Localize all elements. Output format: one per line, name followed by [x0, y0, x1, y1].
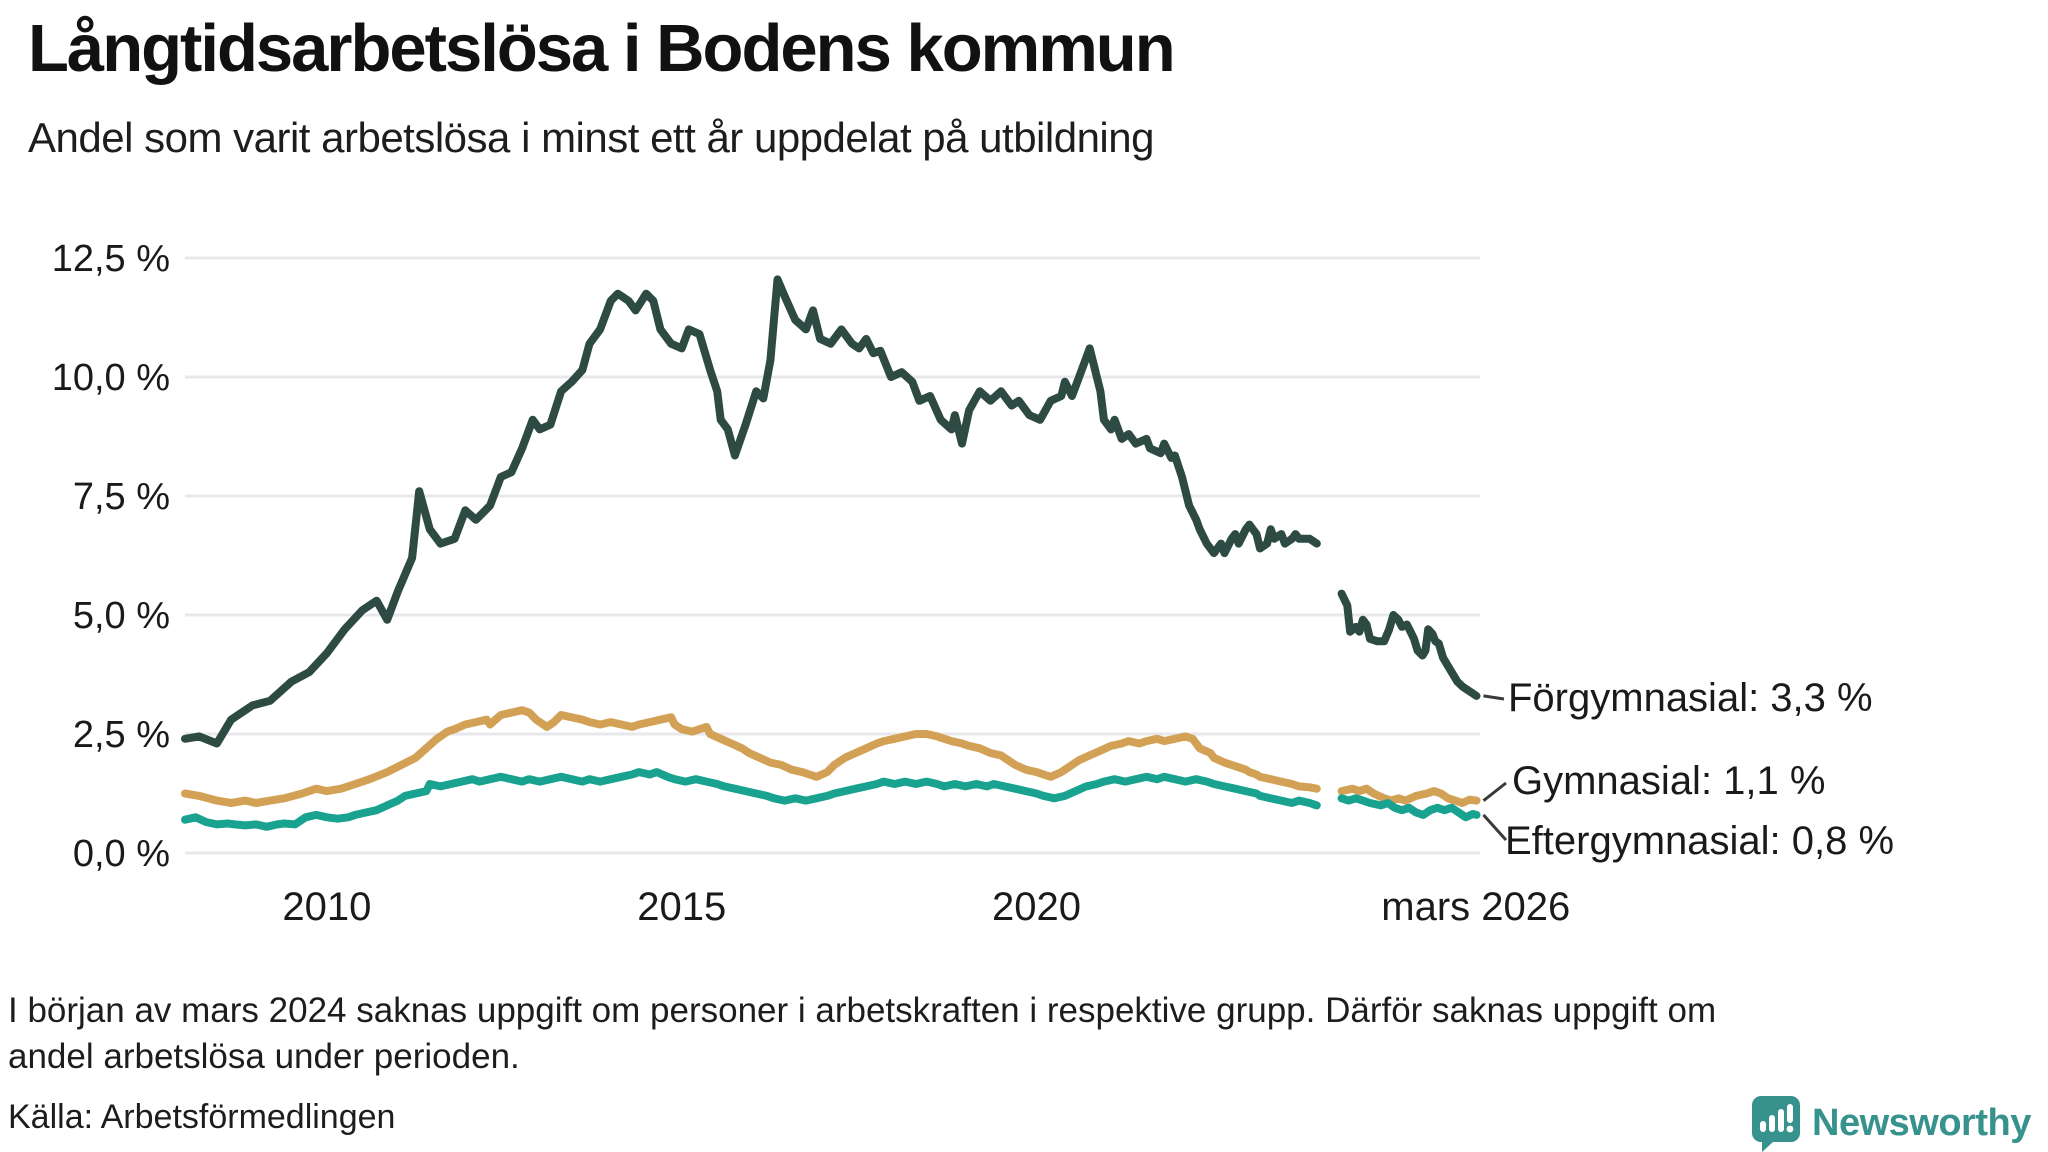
- newsworthy-speech-bubble-icon: [1752, 1096, 1800, 1152]
- x-axis-tick-label: 2020: [992, 885, 1081, 929]
- page-title: Långtidsarbetslösa i Bodens kommun: [28, 11, 1176, 86]
- bar-medium: [1769, 1115, 1775, 1132]
- y-axis-tick-label: 2,5 %: [73, 714, 170, 756]
- y-axis-tick-label: 5,0 %: [73, 595, 170, 637]
- exclamation-bar: [1787, 1104, 1793, 1123]
- y-axis-tick-label: 0,0 %: [73, 833, 170, 875]
- chart-subtitle: Andel som varit arbetslösa i minst ett å…: [28, 114, 1154, 161]
- x-axis-tick-label: 2010: [282, 885, 371, 929]
- line-gymnasial: [1337, 784, 1481, 807]
- y-axis-tick-label: 7,5 %: [73, 476, 170, 518]
- exclamation-dot: [1786, 1125, 1794, 1133]
- label-leader-gymnasial: [1482, 781, 1507, 802]
- line-eftergymnasial: [1337, 794, 1481, 822]
- label-leader-eftergymnasial: [1482, 813, 1508, 842]
- y-axis-tick-label: 12,5 %: [52, 238, 170, 280]
- line-forgymnasial: [1337, 589, 1481, 700]
- bar-large: [1778, 1109, 1784, 1132]
- line-forgymnasial: [181, 275, 1321, 748]
- series-end-label-forgymnasial: Förgymnasial: 3,3 %: [1508, 676, 1873, 720]
- bubble-shape: [1752, 1096, 1800, 1152]
- newsworthy-logo: Newsworthy: [1750, 1094, 2031, 1152]
- label-leader-forgymnasial: [1483, 694, 1505, 701]
- line-gymnasial: [181, 706, 1321, 807]
- footnote-line-2: andel arbetslösa under perioden.: [8, 1037, 520, 1076]
- line-eftergymnasial: [181, 768, 1321, 831]
- bar-small: [1760, 1121, 1766, 1132]
- footnote: I början av mars 2024 saknas uppgift om …: [8, 988, 1716, 1080]
- x-axis-tick-label: 2015: [637, 885, 726, 929]
- y-axis-tick-label: 10,0 %: [52, 357, 170, 399]
- footnote-line-1: I början av mars 2024 saknas uppgift om …: [8, 991, 1717, 1030]
- source-label: Källa: Arbetsförmedlingen: [8, 1098, 396, 1136]
- newsworthy-wordmark: Newsworthy: [1812, 1101, 2031, 1144]
- x-axis-tick-label: mars 2026: [1381, 885, 1570, 929]
- series-end-label-eftergymnasial: Eftergymnasial: 0,8 %: [1505, 819, 1895, 863]
- series-end-label-gymnasial: Gymnasial: 1,1 %: [1512, 759, 1826, 803]
